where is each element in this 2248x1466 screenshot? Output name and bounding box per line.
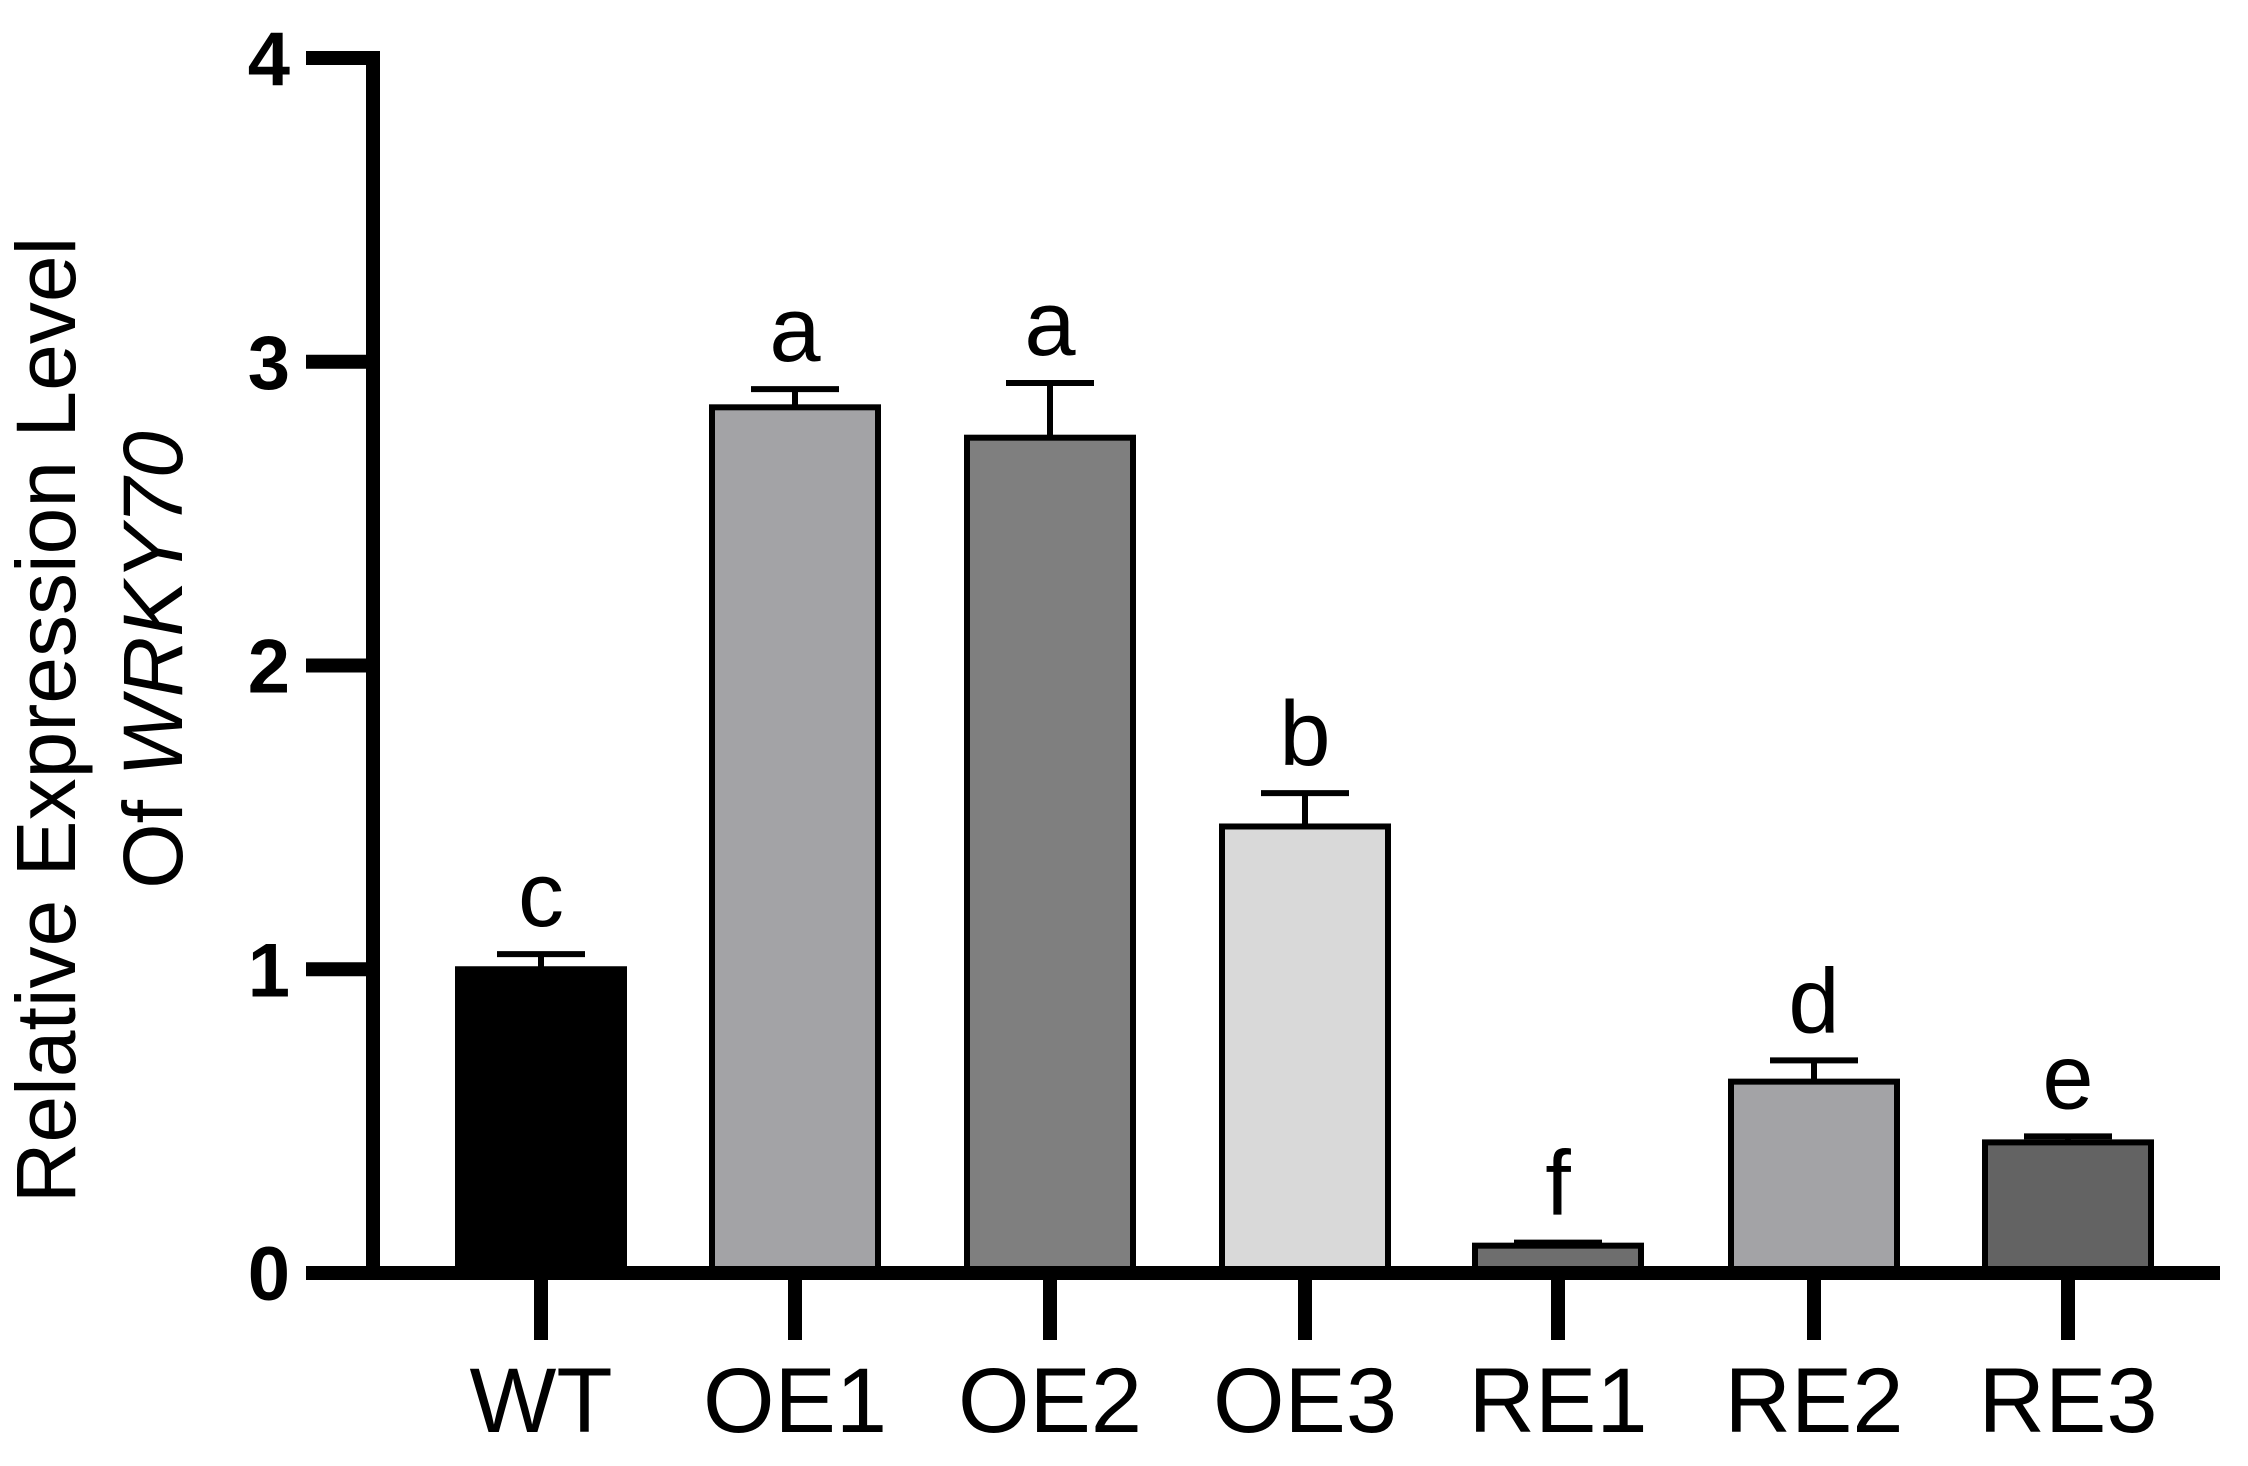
x-tick-label-RE3: RE3	[1979, 1350, 2158, 1452]
y-axis-title-prefix: Of	[106, 777, 200, 889]
y-axis-title-line1: Relative Expression Level	[0, 237, 93, 1204]
significance-letter-OE2: a	[1024, 273, 1076, 375]
x-tick-label-OE1: OE1	[703, 1350, 887, 1452]
significance-letter-OE3: b	[1279, 683, 1330, 785]
x-tick-label-OE2: OE2	[958, 1350, 1142, 1452]
y-tick-label-4: 4	[248, 17, 290, 102]
bar-RE2	[1728, 1078, 1900, 1276]
y-tick-label-1: 1	[248, 928, 290, 1013]
x-tick-label-RE1: RE1	[1469, 1350, 1648, 1452]
bars-layer	[455, 404, 2154, 1276]
significance-letters-layer: c a a b f d e	[518, 273, 2094, 1235]
y-axis-title-gene: WRKY70	[106, 431, 200, 777]
x-tick-label-OE3: OE3	[1213, 1350, 1397, 1452]
bar-RE3	[1982, 1139, 2154, 1276]
bar-OE3	[1219, 823, 1391, 1276]
error-bars-layer	[497, 380, 2112, 1246]
significance-letter-RE3: e	[2042, 1026, 2093, 1128]
y-axis-title-line2: Of WRKY70	[106, 431, 200, 889]
bar-WT	[455, 966, 627, 1276]
y-tick-label-3: 3	[248, 321, 290, 406]
significance-letter-OE1: a	[769, 279, 821, 381]
x-tick-label-RE2: RE2	[1725, 1350, 1904, 1452]
significance-letter-WT: c	[518, 844, 564, 946]
y-tick-label-0: 0	[248, 1232, 290, 1317]
bar-OE1	[709, 404, 881, 1276]
y-tick-label-2: 2	[248, 625, 290, 710]
bar-OE2	[964, 434, 1136, 1276]
axes-layer: WT OE1 OE2 OE3 RE1 RE2 RE3 0 1 2 3 4	[248, 17, 2220, 1452]
significance-letter-RE1: f	[1545, 1133, 1571, 1235]
significance-letter-RE2: d	[1788, 950, 1839, 1052]
x-tick-label-WT: WT	[469, 1350, 612, 1452]
